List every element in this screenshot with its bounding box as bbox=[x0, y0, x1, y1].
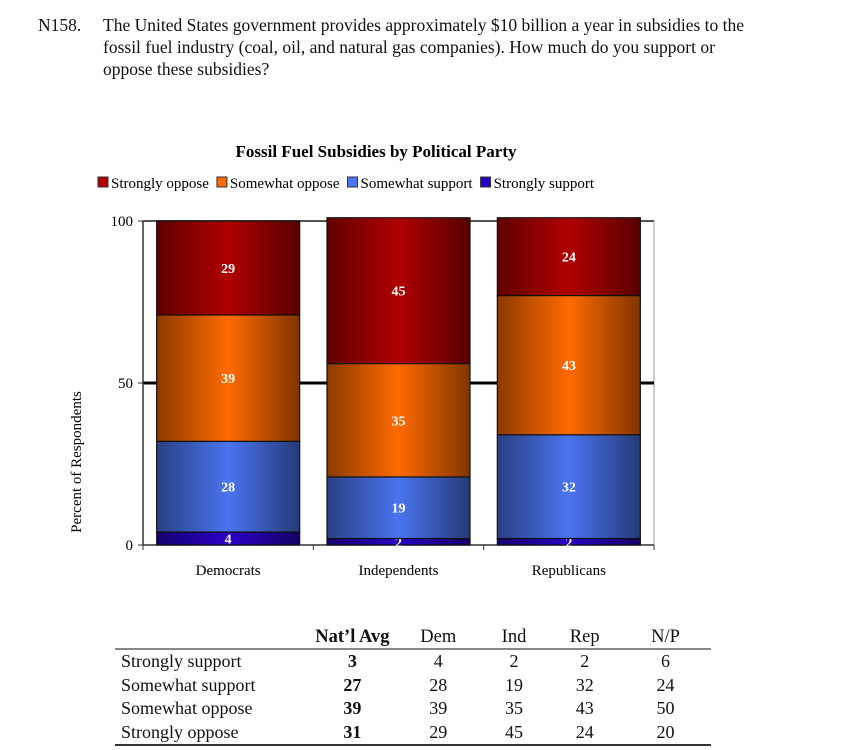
data-label: 43 bbox=[562, 359, 576, 374]
legend-label: Somewhat support bbox=[361, 176, 474, 192]
legend-item-strongly-support: Strongly support bbox=[480, 176, 595, 192]
legend-swatch bbox=[347, 176, 358, 188]
cell-rep: 2 bbox=[580, 651, 590, 672]
legend-swatch bbox=[216, 176, 228, 188]
legend-item-somewhat-oppose: Somewhat oppose bbox=[216, 176, 340, 192]
table-header-row: Nat’l Avg Dem Ind Rep N/P bbox=[115, 623, 711, 650]
bar-republicans-somewhat-support bbox=[496, 434, 641, 540]
cell-ind: 35 bbox=[504, 698, 523, 719]
row-label: Somewhat support bbox=[121, 674, 256, 695]
cell-np: 6 bbox=[661, 651, 671, 672]
table-header-np: N/P bbox=[620, 623, 711, 650]
data-label: 2 bbox=[395, 536, 402, 551]
stacked-bar-chart: Fossil Fuel Subsidies by Political Party… bbox=[69, 142, 655, 579]
bar-republicans-strongly-oppose bbox=[496, 217, 641, 297]
legend-swatch bbox=[480, 176, 492, 188]
table-header-dem: Dem bbox=[397, 623, 479, 650]
bar-democrats-strongly-oppose bbox=[156, 220, 301, 316]
legend-label: Strongly oppose bbox=[111, 176, 209, 192]
y-axis-label: Percent of Respondents bbox=[69, 391, 85, 533]
data-label: 29 bbox=[221, 262, 235, 277]
data-label: 35 bbox=[392, 414, 406, 429]
y-tick-label: 50 bbox=[118, 376, 133, 392]
row-label: Strongly support bbox=[121, 651, 242, 672]
cell-rep: 43 bbox=[575, 698, 594, 719]
legend-item-somewhat-support: Somewhat support bbox=[347, 176, 474, 192]
data-label: 45 bbox=[392, 285, 406, 300]
cell-rep: 32 bbox=[575, 674, 594, 695]
cell-natl-avg: 3 bbox=[347, 651, 357, 672]
data-label: 32 bbox=[562, 481, 576, 496]
bar-independents-somewhat-oppose bbox=[326, 362, 471, 478]
y-tick-label: 0 bbox=[126, 538, 134, 554]
legend-label: Strongly support bbox=[494, 176, 595, 192]
bar-independents-somewhat-support bbox=[326, 476, 471, 540]
row-label: Strongly oppose bbox=[115, 720, 307, 746]
table-row: Strongly oppose 31 29 45 24 20 bbox=[115, 720, 711, 746]
x-tick-label: Independents bbox=[359, 563, 439, 579]
chart-title: Fossil Fuel Subsidies by Political Party bbox=[236, 142, 517, 161]
question-line-3: oppose these subsidies? bbox=[103, 59, 270, 79]
table-header-natl-avg: Nat’l Avg bbox=[306, 623, 398, 650]
legend-label: Somewhat oppose bbox=[230, 176, 340, 192]
cell-dem: 28 bbox=[429, 674, 448, 695]
cell-dem: 29 bbox=[397, 720, 479, 746]
question-line-2: fossil fuel industry (coal, oil, and nat… bbox=[103, 37, 715, 57]
question-line-1: The United States government provides ap… bbox=[103, 15, 745, 35]
table-header-ind: Ind bbox=[478, 623, 550, 650]
cell-ind: 2 bbox=[509, 651, 519, 672]
table-row: Somewhat support 27 28 19 32 24 bbox=[115, 674, 711, 698]
data-label: 2 bbox=[565, 536, 572, 551]
cell-natl-avg: 27 bbox=[343, 674, 362, 695]
row-label: Somewhat oppose bbox=[121, 698, 253, 719]
bar-republicans-somewhat-oppose bbox=[496, 294, 641, 436]
results-table: Nat’l Avg Dem Ind Rep N/P Strongly suppo… bbox=[115, 623, 711, 746]
cell-np: 50 bbox=[656, 698, 675, 719]
data-label: 19 bbox=[392, 502, 406, 517]
data-label: 39 bbox=[221, 372, 235, 387]
question-id: N158. bbox=[38, 15, 82, 35]
cell-dem: 39 bbox=[429, 698, 448, 719]
question-text: The United States government provides ap… bbox=[103, 14, 848, 80]
data-label: 28 bbox=[221, 481, 235, 496]
data-label: 4 bbox=[225, 533, 232, 548]
legend-item-strongly-oppose: Strongly oppose bbox=[97, 176, 209, 192]
cell-dem: 4 bbox=[433, 651, 443, 672]
legend: Strongly oppose Somewhat oppose Somewhat s… bbox=[97, 176, 595, 192]
y-tick-label: 100 bbox=[111, 214, 134, 230]
table-row: Strongly support 3 4 2 2 6 bbox=[115, 649, 711, 674]
x-tick-label: Republicans bbox=[532, 563, 606, 579]
data-label: 24 bbox=[562, 251, 576, 266]
cell-natl-avg: 31 bbox=[306, 720, 398, 746]
table-header-rep: Rep bbox=[549, 623, 621, 650]
cell-np: 24 bbox=[656, 674, 675, 695]
legend-swatch bbox=[97, 176, 109, 188]
results-table-wrap: Nat’l Avg Dem Ind Rep N/P Strongly suppo… bbox=[115, 623, 711, 746]
x-tick-label: Democrats bbox=[196, 563, 261, 579]
table-row: Somewhat oppose 39 39 35 43 50 bbox=[115, 697, 711, 721]
cell-ind: 19 bbox=[504, 674, 523, 695]
plot-area: 0 50 100 4 28 39 29 Democrats 2 19 35 45 Independent… bbox=[111, 214, 655, 579]
cell-ind: 45 bbox=[478, 720, 550, 746]
bar-independents-strongly-oppose bbox=[326, 217, 471, 365]
cell-natl-avg: 39 bbox=[343, 698, 362, 719]
cell-np: 20 bbox=[620, 720, 711, 746]
bar-democrats-somewhat-oppose bbox=[156, 314, 301, 442]
cell-rep: 24 bbox=[549, 720, 621, 746]
table-header-blank bbox=[115, 623, 307, 650]
